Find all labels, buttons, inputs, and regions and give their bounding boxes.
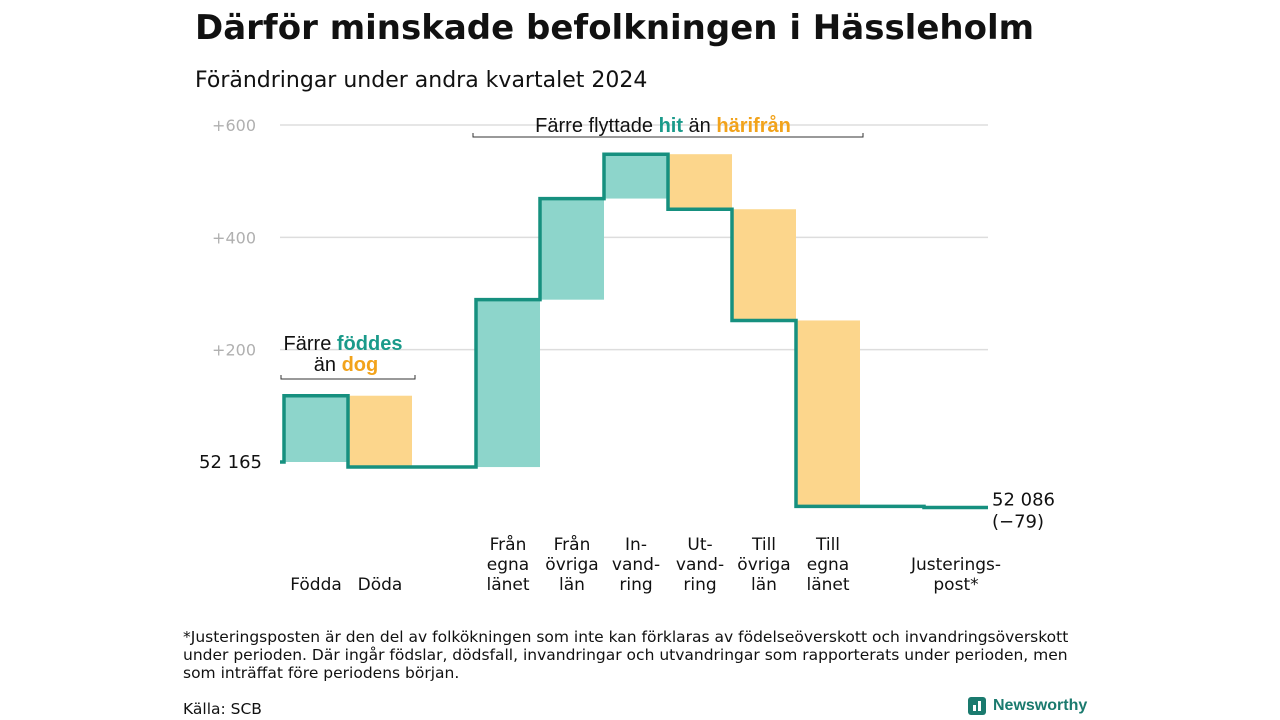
annotation-births-deaths: Färre föddes <box>284 333 403 355</box>
category-label: Justerings- <box>910 555 1001 575</box>
category-label: ring <box>619 575 652 595</box>
cumulative-line <box>280 152 988 510</box>
category-label: länet <box>486 575 529 595</box>
brand-name: Newsworthy <box>993 697 1088 714</box>
category-label: egna <box>807 555 849 575</box>
y-tick-label: +600 <box>212 116 256 135</box>
category-label: Till <box>751 535 776 555</box>
waterfall-bar <box>796 320 860 507</box>
category-label: Ut- <box>687 535 712 555</box>
category-label: vand- <box>612 555 660 575</box>
category-label: län <box>559 575 585 595</box>
start-value-label: 52 165 <box>199 452 262 473</box>
category-label: länet <box>806 575 849 595</box>
category-label: vand- <box>676 555 724 575</box>
bar-chart-icon <box>968 697 986 715</box>
category-label: län <box>751 575 777 595</box>
category-label: Från <box>490 534 527 555</box>
chart-title: Därför minskade befolkningen i Hässlehol… <box>195 8 1035 48</box>
waterfall-bar <box>284 395 348 462</box>
footnote: *Justeringsposten är den del av folkökni… <box>183 628 1069 682</box>
annotation-migration: Färre flyttade hit än härifrån <box>535 114 791 137</box>
category-label: Från <box>554 534 591 555</box>
end-change-label: (−79) <box>992 511 1044 532</box>
waterfall-bar <box>476 299 540 468</box>
y-tick-label: +400 <box>212 228 256 247</box>
category-label: Till <box>815 535 840 555</box>
brand-logo: Newsworthy <box>968 697 1087 715</box>
waterfall-bar <box>668 154 732 210</box>
waterfall-bar <box>348 395 412 468</box>
category-label: Födda <box>290 575 342 595</box>
y-tick-label: +200 <box>212 341 256 360</box>
chart-subtitle: Förändringar under andra kvartalet 2024 <box>195 68 648 93</box>
category-label: ring <box>683 575 716 595</box>
category-label: Döda <box>358 575 403 595</box>
category-label: post* <box>933 575 978 595</box>
waterfall-bar <box>540 198 604 300</box>
category-label: egna <box>487 555 529 575</box>
category-label: övriga <box>737 555 790 575</box>
annotation-births-deaths-line2: än dog <box>314 354 378 376</box>
waterfall-bar <box>732 209 796 321</box>
category-label: övriga <box>545 555 598 575</box>
bracket <box>472 133 864 138</box>
source-label: Källa: SCB <box>183 700 262 718</box>
waterfall-bar <box>604 154 668 199</box>
end-value-label: 52 086 <box>992 489 1055 510</box>
category-label: In- <box>625 535 647 555</box>
bracket <box>280 375 416 380</box>
